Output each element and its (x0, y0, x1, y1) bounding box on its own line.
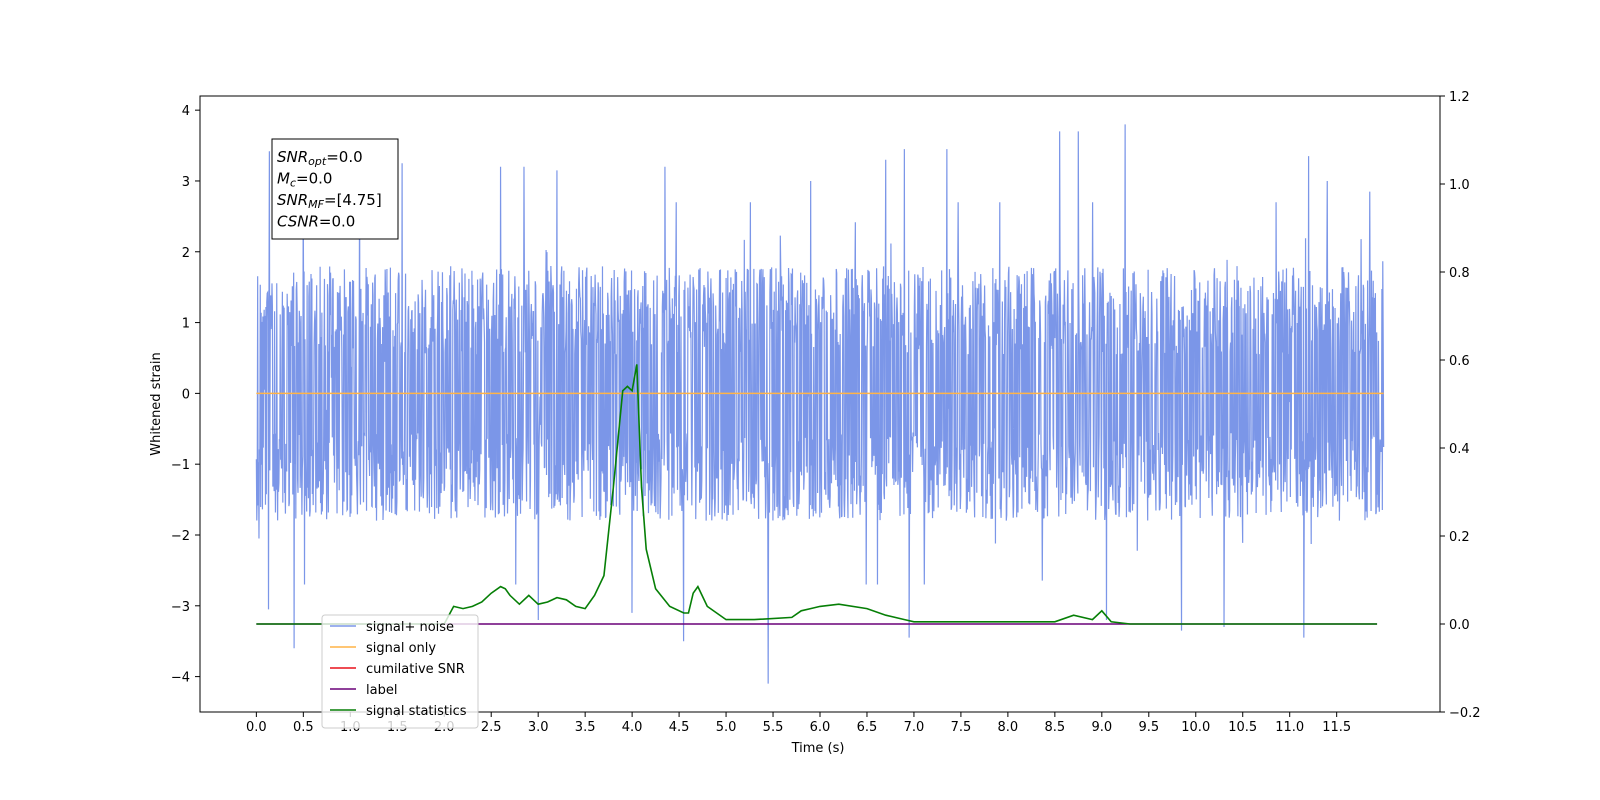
x-tick-label: 8.5 (1045, 720, 1066, 735)
y-tick-label: 4 (182, 104, 190, 119)
series-signal-noise (255, 124, 1385, 684)
y2-tick-label: −0.2 (1449, 706, 1481, 721)
annotation-line: SNRMF=[4.75] (277, 191, 382, 211)
y-axis-left: −4 −3 −2 −1 0 1 2 3 4 (171, 104, 200, 686)
y-axis-right: −0.2 0.0 0.2 0.4 0.6 0.8 1.0 1.2 (1440, 90, 1481, 721)
annotation-subscript: opt (308, 155, 327, 168)
annotation-value: =0.0 (326, 148, 362, 166)
y2-tick-label: 0.2 (1449, 530, 1470, 545)
x-axis-label: Time (s) (791, 741, 845, 756)
y-axis-label: Whitened strain (149, 352, 164, 455)
y-tick-label: −2 (171, 529, 190, 544)
y-tick-label: −4 (171, 671, 190, 686)
legend-entry: signal statistics (366, 704, 467, 719)
y-tick-label: 3 (182, 175, 190, 190)
legend-entry: label (366, 683, 397, 698)
annotation-symbol: M (277, 170, 290, 188)
x-tick-label: 7.0 (904, 720, 925, 735)
annotation-symbol: SNR (277, 191, 308, 209)
annotation-value: =[4.75] (324, 191, 382, 209)
y-tick-label: 1 (182, 317, 190, 332)
x-tick-label: 6.0 (810, 720, 831, 735)
x-tick-label: 11.5 (1322, 720, 1351, 735)
x-tick-label: 4.0 (622, 720, 643, 735)
annotation-line: CSNR=0.0 (277, 213, 355, 231)
x-tick-label: 0.5 (293, 720, 314, 735)
y-tick-label: −3 (171, 600, 190, 615)
x-tick-label: 10.5 (1228, 720, 1257, 735)
series-signal-statistics (256, 364, 1378, 625)
annotation-subscript: MF (308, 198, 324, 211)
annotation-symbol: SNR (277, 148, 308, 166)
x-tick-label: 3.0 (528, 720, 549, 735)
x-tick-label: 9.5 (1138, 720, 1159, 735)
x-tick-label: 8.0 (998, 720, 1019, 735)
x-tick-label: 11.0 (1275, 720, 1304, 735)
y-tick-label: 0 (182, 387, 190, 402)
x-tick-label: 7.5 (951, 720, 972, 735)
x-tick-label: 10.0 (1181, 720, 1210, 735)
x-tick-label: 9.0 (1091, 720, 1112, 735)
series-layer (255, 124, 1385, 684)
annotation-value: =0.0 (296, 170, 332, 188)
annotation-value: =0.0 (319, 213, 355, 231)
annotation-line: SNRopt=0.0 (277, 148, 363, 168)
annotation-subscript: c (290, 177, 296, 190)
legend: signal+ noise signal only cumilative SNR la… (321, 614, 479, 729)
y2-tick-label: 1.2 (1449, 90, 1470, 105)
annotation-frame (271, 138, 399, 240)
legend-entry: signal only (366, 641, 436, 656)
y2-tick-label: 0.8 (1449, 266, 1470, 281)
annotation-line: Mc=0.0 (277, 170, 332, 190)
legend-frame (321, 614, 479, 729)
x-tick-label: 3.5 (575, 720, 596, 735)
x-tick-label: 6.5 (857, 720, 878, 735)
legend-entry: cumilative SNR (366, 662, 465, 677)
y-tick-label: 2 (182, 246, 190, 261)
y2-tick-label: 0.0 (1449, 618, 1470, 633)
y-tick-label: −1 (171, 458, 190, 473)
y2-tick-label: 0.4 (1449, 442, 1470, 457)
x-tick-label: 5.0 (716, 720, 737, 735)
x-tick-label: 5.5 (763, 720, 784, 735)
annotation-symbol: CSNR (277, 213, 319, 231)
x-tick-label: 0.0 (246, 720, 267, 735)
x-tick-label: 2.5 (481, 720, 502, 735)
legend-entry: signal+ noise (366, 620, 454, 635)
x-tick-label: 4.5 (669, 720, 690, 735)
y2-tick-label: 1.0 (1449, 178, 1470, 193)
y2-tick-label: 0.6 (1449, 354, 1470, 369)
